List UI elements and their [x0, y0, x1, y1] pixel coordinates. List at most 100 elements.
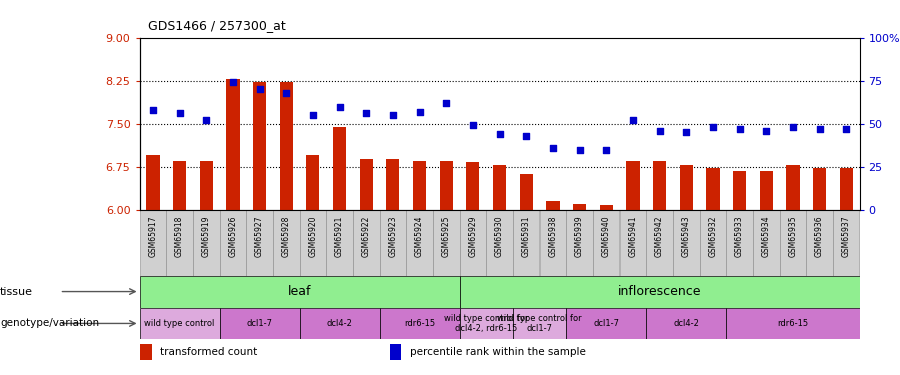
Bar: [140, 344, 151, 360]
Bar: [652, 161, 666, 210]
Text: GDS1466 / 257300_at: GDS1466 / 257300_at: [148, 19, 286, 32]
Text: rdr6-15: rdr6-15: [404, 319, 435, 328]
Bar: [146, 155, 159, 210]
Bar: [513, 210, 539, 276]
Text: wild type control for
dcl1-7: wild type control for dcl1-7: [497, 314, 581, 333]
Text: GSM65932: GSM65932: [708, 215, 717, 257]
Text: GSM65929: GSM65929: [468, 215, 477, 257]
Bar: [646, 210, 673, 276]
Point: [733, 126, 747, 132]
Point: [679, 129, 693, 135]
Bar: [726, 308, 860, 339]
Bar: [566, 210, 593, 276]
Bar: [193, 210, 220, 276]
Bar: [247, 210, 273, 276]
Bar: [806, 210, 832, 276]
Text: wild type control: wild type control: [144, 319, 215, 328]
Bar: [306, 155, 319, 210]
Bar: [486, 210, 513, 276]
Bar: [599, 206, 613, 210]
Text: dcl4-2: dcl4-2: [327, 319, 353, 328]
Bar: [493, 165, 506, 210]
Point: [412, 109, 427, 115]
Text: tissue: tissue: [0, 286, 33, 297]
Text: GSM65923: GSM65923: [388, 215, 397, 257]
Bar: [593, 210, 619, 276]
Bar: [439, 161, 453, 210]
Text: dcl4-2: dcl4-2: [673, 319, 699, 328]
Point: [359, 110, 374, 116]
Text: GSM65937: GSM65937: [842, 215, 850, 257]
Bar: [140, 276, 460, 308]
Point: [306, 112, 320, 118]
Point: [626, 117, 640, 123]
Point: [252, 86, 266, 92]
Text: GSM65926: GSM65926: [229, 215, 238, 257]
Bar: [353, 210, 380, 276]
Text: GSM65935: GSM65935: [788, 215, 797, 257]
Bar: [166, 210, 193, 276]
Point: [706, 124, 720, 130]
Text: GSM65925: GSM65925: [442, 215, 451, 257]
Point: [839, 126, 853, 132]
Bar: [460, 276, 860, 308]
Point: [599, 147, 614, 153]
Point: [172, 110, 186, 116]
Bar: [466, 162, 480, 210]
Bar: [572, 204, 586, 210]
Bar: [380, 308, 460, 339]
Bar: [566, 308, 646, 339]
Bar: [619, 210, 646, 276]
Text: GSM65919: GSM65919: [202, 215, 211, 257]
Bar: [752, 210, 779, 276]
Point: [226, 80, 240, 86]
Text: GSM65933: GSM65933: [735, 215, 744, 257]
Text: GSM65942: GSM65942: [655, 215, 664, 257]
Bar: [220, 210, 247, 276]
Bar: [273, 210, 300, 276]
Text: GSM65939: GSM65939: [575, 215, 584, 257]
Bar: [386, 159, 400, 210]
Text: GSM65934: GSM65934: [761, 215, 770, 257]
Bar: [226, 79, 239, 210]
Bar: [300, 210, 326, 276]
Bar: [726, 210, 752, 276]
Text: GSM65918: GSM65918: [175, 215, 184, 256]
Bar: [300, 308, 380, 339]
Text: inflorescence: inflorescence: [617, 285, 701, 298]
Point: [492, 131, 507, 137]
Point: [332, 104, 347, 110]
Bar: [832, 210, 859, 276]
Bar: [460, 210, 486, 276]
Bar: [626, 161, 640, 210]
Point: [786, 124, 800, 130]
Text: GSM65930: GSM65930: [495, 215, 504, 257]
Text: GSM65920: GSM65920: [309, 215, 318, 257]
Text: GSM65941: GSM65941: [628, 215, 637, 257]
Point: [279, 90, 293, 96]
Point: [813, 126, 827, 132]
Point: [652, 128, 667, 134]
Text: GSM65938: GSM65938: [548, 215, 557, 257]
Bar: [140, 210, 166, 276]
Bar: [220, 308, 300, 339]
Bar: [433, 210, 460, 276]
Point: [572, 147, 587, 153]
Bar: [326, 210, 353, 276]
Bar: [413, 161, 427, 210]
Bar: [390, 344, 401, 360]
Bar: [787, 165, 799, 210]
Bar: [173, 161, 186, 210]
Text: genotype/variation: genotype/variation: [0, 318, 99, 328]
Text: dcl1-7: dcl1-7: [247, 319, 273, 328]
Bar: [519, 174, 533, 210]
Text: GSM65921: GSM65921: [335, 215, 344, 256]
Text: rdr6-15: rdr6-15: [778, 319, 808, 328]
Bar: [646, 308, 726, 339]
Text: dcl1-7: dcl1-7: [593, 319, 619, 328]
Bar: [406, 210, 433, 276]
Point: [545, 145, 560, 151]
Bar: [280, 82, 292, 210]
Bar: [779, 210, 806, 276]
Bar: [706, 168, 719, 210]
